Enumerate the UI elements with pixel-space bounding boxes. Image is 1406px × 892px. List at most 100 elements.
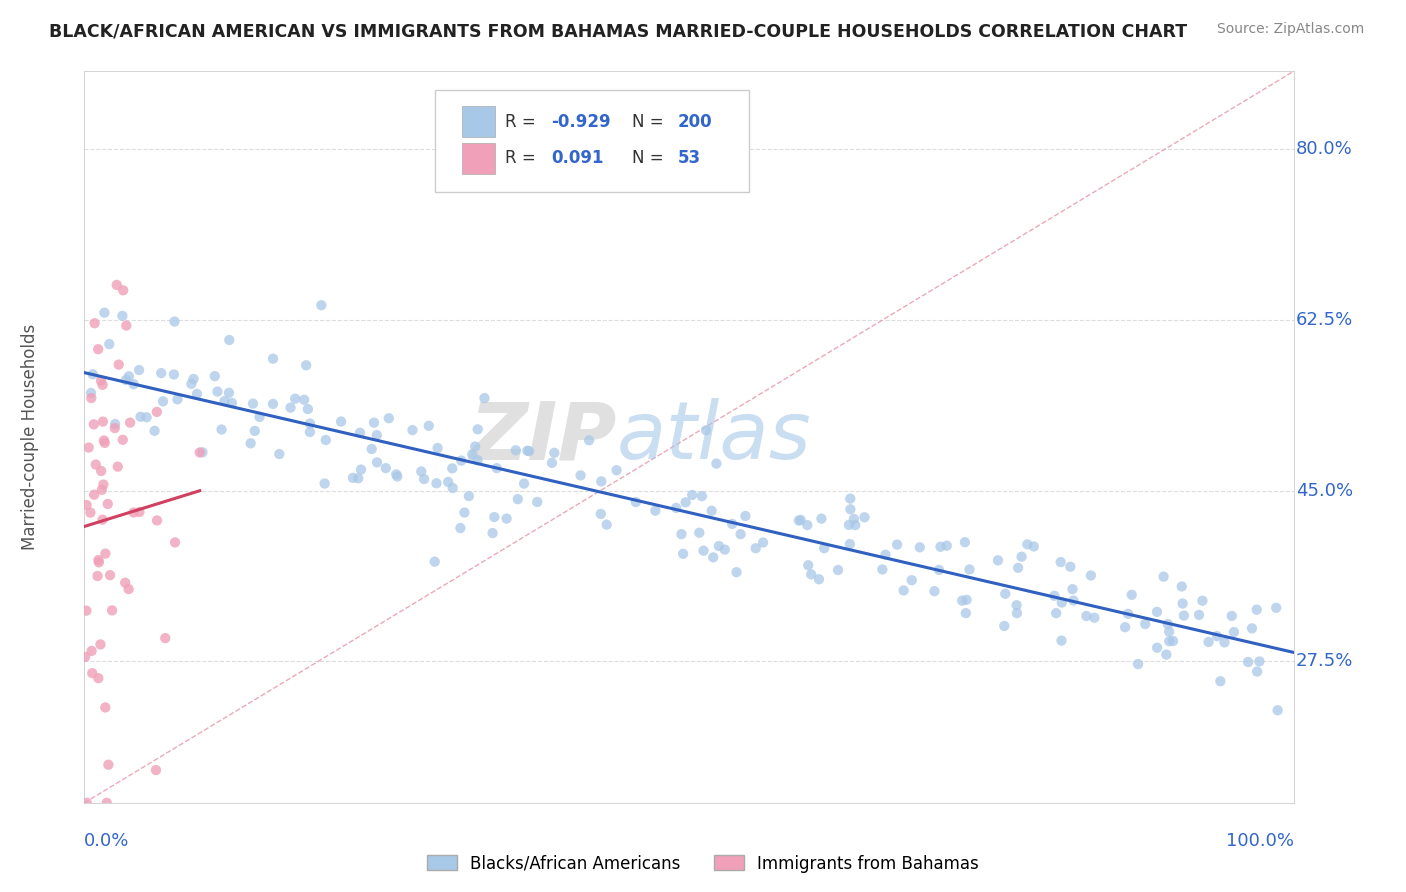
Point	[929, 540, 952, 554]
Point	[730, 527, 752, 541]
Point	[838, 537, 860, 551]
Point	[188, 445, 211, 459]
Point	[569, 468, 592, 483]
Point	[1059, 559, 1081, 574]
Point	[1249, 655, 1271, 669]
Point	[115, 318, 138, 333]
Point	[120, 416, 142, 430]
Point	[214, 394, 236, 409]
Point	[150, 366, 173, 380]
Point	[163, 314, 186, 328]
Point	[87, 555, 110, 569]
Point	[122, 377, 145, 392]
Point	[298, 417, 321, 431]
Point	[349, 425, 371, 440]
Point	[1161, 634, 1184, 648]
Point	[437, 475, 460, 489]
Point	[495, 511, 517, 525]
Point	[387, 469, 409, 483]
Point	[111, 433, 134, 447]
Point	[1159, 634, 1181, 648]
Point	[516, 443, 538, 458]
Point	[1198, 635, 1220, 649]
Point	[129, 409, 152, 424]
Point	[935, 539, 957, 553]
Point	[191, 445, 214, 459]
Point	[810, 511, 832, 525]
Point	[959, 562, 981, 576]
Point	[218, 333, 240, 347]
Point	[330, 415, 353, 429]
Text: 62.5%: 62.5%	[1296, 311, 1353, 329]
Text: 100.0%: 100.0%	[1226, 832, 1294, 850]
Point	[1220, 608, 1243, 623]
Point	[180, 376, 202, 391]
Point	[94, 700, 117, 714]
Point	[543, 446, 565, 460]
Point	[505, 443, 527, 458]
Point	[84, 458, 107, 472]
Text: 45.0%: 45.0%	[1296, 482, 1353, 500]
Point	[401, 423, 423, 437]
Point	[90, 464, 112, 478]
Point	[1157, 617, 1180, 632]
Point	[350, 462, 373, 476]
Point	[1062, 593, 1084, 607]
Point	[314, 476, 336, 491]
Point	[413, 472, 436, 486]
Point	[115, 373, 138, 387]
Point	[1050, 633, 1073, 648]
Point	[1171, 579, 1194, 593]
Point	[91, 377, 114, 392]
Point	[1045, 606, 1067, 620]
Point	[950, 593, 973, 607]
Point	[1191, 593, 1213, 607]
FancyBboxPatch shape	[461, 143, 495, 174]
Point	[93, 306, 115, 320]
Point	[1080, 568, 1102, 582]
Point	[90, 483, 112, 497]
Point	[284, 392, 307, 406]
Point	[1237, 655, 1260, 669]
Point	[76, 498, 98, 512]
Point	[90, 374, 112, 388]
Point	[1049, 555, 1071, 569]
Point	[75, 604, 97, 618]
Point	[98, 337, 121, 351]
Point	[104, 417, 127, 431]
Text: N =: N =	[633, 149, 669, 168]
Point	[441, 461, 464, 475]
Point	[135, 410, 157, 425]
Point	[485, 461, 508, 475]
Point	[146, 513, 169, 527]
Point	[506, 492, 529, 507]
Point	[360, 442, 382, 456]
Point	[77, 441, 100, 455]
Point	[87, 671, 110, 685]
Point	[644, 504, 666, 518]
Point	[239, 436, 262, 450]
Point	[484, 510, 506, 524]
Point	[1005, 598, 1028, 612]
Point	[578, 434, 600, 448]
Point	[111, 309, 134, 323]
Point	[79, 506, 101, 520]
Point	[292, 392, 315, 407]
Point	[441, 481, 464, 495]
Point	[366, 428, 388, 442]
Point	[796, 518, 818, 533]
Text: 0.091: 0.091	[551, 149, 603, 168]
Point	[681, 488, 703, 502]
Point	[589, 507, 612, 521]
Point	[900, 573, 922, 587]
Point	[76, 796, 98, 810]
Point	[87, 553, 110, 567]
Point	[1135, 617, 1157, 632]
Point	[526, 495, 548, 509]
Point	[481, 526, 503, 541]
Point	[82, 368, 104, 382]
Point	[101, 603, 124, 617]
Point	[94, 436, 117, 450]
Point	[107, 459, 129, 474]
Point	[1011, 549, 1033, 564]
